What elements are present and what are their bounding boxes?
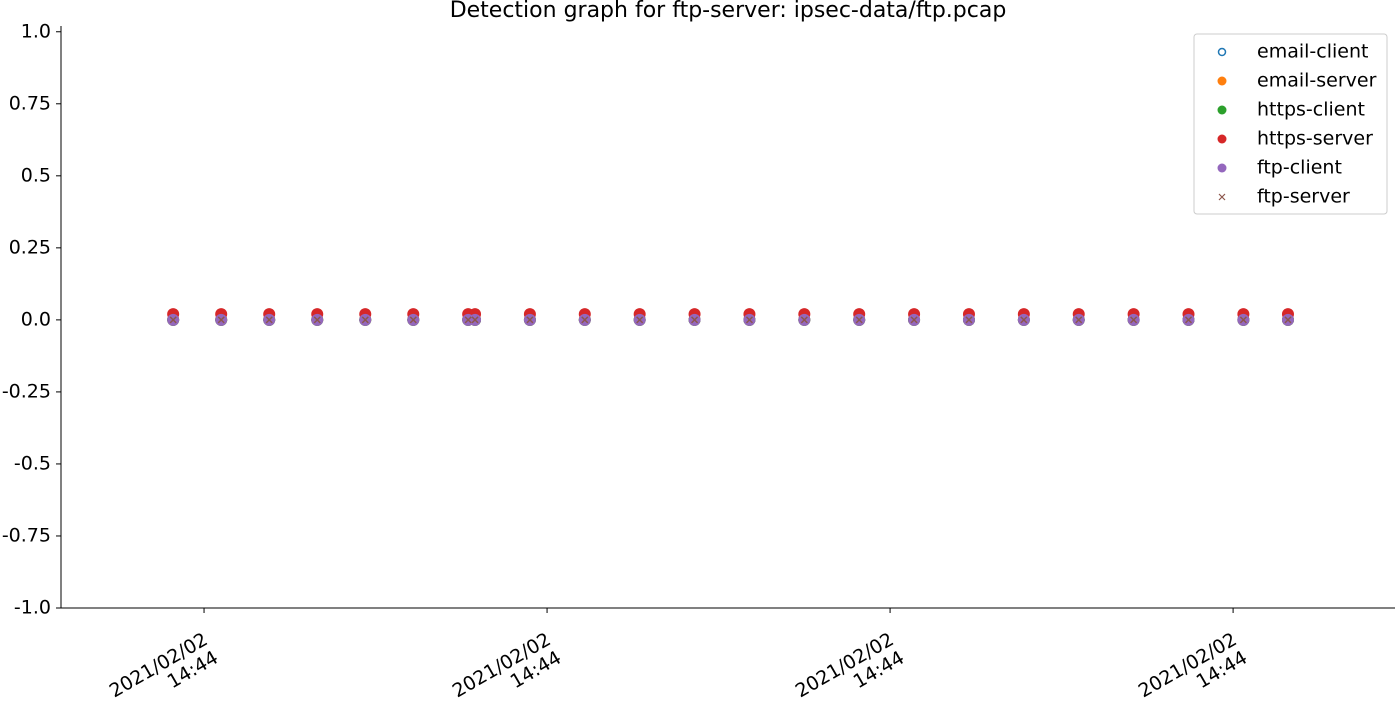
x-tick-label: 2021/02/0214:44 [791,628,907,709]
legend-label: https-server [1257,128,1373,150]
y-tick-label: 0.0 [21,308,51,330]
point [745,316,753,324]
legend-label: email-server [1257,70,1377,92]
legend-marker [1217,47,1227,57]
chart-title: Detection graph for ftp-server: ipsec-da… [450,0,1007,23]
point [464,316,472,324]
legend-symbol [1217,76,1227,86]
point [1130,316,1138,324]
y-tick-label: 0.25 [9,236,51,258]
point [1239,316,1247,324]
legend-label: email-client [1257,41,1368,63]
point [1075,316,1083,324]
legend-label: ftp-client [1257,157,1342,179]
point [1184,316,1193,324]
point [691,316,699,324]
y-tick-label: 0.75 [9,92,51,114]
y-tick-label: -1.0 [14,597,51,619]
point [217,316,225,324]
point [265,316,273,324]
point [526,316,534,324]
legend-marker [1218,193,1226,201]
x-tick-label: 2021/02/0214:44 [448,628,564,709]
legend-box [1193,33,1388,215]
legend-symbol [1217,47,1227,57]
x-tick-label: 2021/02/0214:44 [1135,628,1251,709]
point [855,316,863,324]
point [636,316,644,324]
legend-marker [1217,134,1227,144]
y-tick-label: 1.0 [21,20,51,42]
point [1284,316,1292,324]
point [361,316,369,324]
legend-marker [1217,76,1227,86]
point [169,316,177,324]
point [1020,316,1028,324]
point [313,316,321,324]
y-tick-label: 0.5 [21,164,51,186]
legend-symbol [1218,193,1226,201]
legend-marker [1217,105,1227,115]
point [965,316,973,324]
legend-symbol [1217,105,1227,115]
y-tick-label: -0.75 [2,524,51,546]
y-tick-label: -0.5 [14,452,51,474]
legend-symbol [1217,134,1227,144]
point [800,316,808,324]
point [910,316,918,324]
point [581,316,589,324]
y-tick-label: -0.25 [2,380,51,402]
point [471,316,479,324]
x-tick-label: 2021/02/0214:44 [105,628,221,709]
legend-label: https-client [1257,99,1365,121]
legend-symbol [1217,163,1227,173]
legend-label: ftp-server [1257,186,1350,208]
point [409,316,417,324]
legend-marker [1217,163,1227,173]
